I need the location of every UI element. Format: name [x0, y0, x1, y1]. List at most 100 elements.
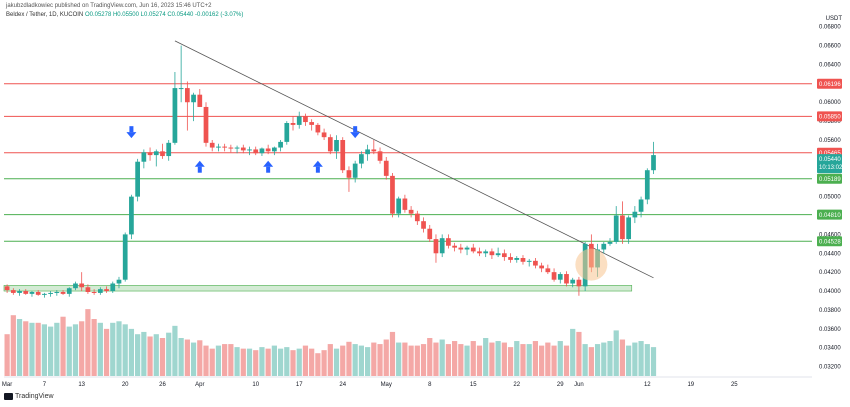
volume-bar	[296, 348, 302, 376]
candle-body	[60, 291, 66, 294]
candle-body	[104, 289, 109, 292]
volume-bar	[439, 339, 445, 376]
tradingview-logo: TradingView	[4, 393, 54, 400]
volume-bar	[545, 342, 551, 376]
time-tick-label: 15	[470, 382, 477, 388]
level-label: 0.05189	[819, 177, 841, 183]
volume-bar	[644, 344, 650, 376]
price-tick-label: 0.03200	[819, 365, 841, 371]
last-price-bg	[817, 154, 842, 174]
candle-body	[383, 160, 389, 176]
time-tick-label: 22	[513, 382, 520, 388]
volume-bar	[632, 342, 638, 376]
volume-bar	[16, 319, 23, 376]
candle-body	[191, 94, 196, 103]
price-tick-label: 0.06000	[819, 100, 841, 106]
time-tick-label: Apr	[195, 382, 204, 388]
candle-body	[371, 149, 377, 152]
volume-bar	[215, 345, 222, 376]
volume-bar	[539, 345, 545, 376]
price-tick-label: 0.06800	[819, 25, 841, 31]
candle-body	[265, 148, 271, 152]
volume-bar	[389, 331, 396, 376]
volume-bar	[464, 345, 470, 376]
volume-bar	[650, 347, 657, 376]
price-tick-label: 0.03400	[819, 346, 841, 352]
candle-body	[91, 291, 97, 293]
volume-bar	[35, 322, 41, 376]
volume-bar	[253, 350, 259, 376]
volume-bar	[619, 339, 626, 376]
time-tick-label: 20	[122, 382, 129, 388]
highlight-circle	[575, 248, 608, 281]
candle-body	[97, 289, 103, 293]
candle-body	[613, 215, 619, 242]
candle-body	[178, 88, 184, 90]
candle-body	[160, 151, 165, 157]
volume-bar	[594, 344, 601, 376]
volume-bar	[414, 345, 420, 376]
volume-bar	[352, 344, 358, 376]
candle-body	[315, 124, 321, 133]
volume-bar	[79, 321, 85, 376]
candle-body	[365, 149, 370, 155]
candle-body	[259, 148, 265, 154]
price-tick-label: 0.05800	[819, 119, 841, 125]
tradingview-logo-text: TradingView	[15, 393, 54, 400]
candle-body	[216, 146, 221, 148]
candle-body	[66, 288, 72, 294]
volume-bar	[91, 319, 97, 376]
candle-body	[644, 170, 650, 200]
price-tick-label: 0.04200	[819, 270, 841, 276]
candle-body	[172, 88, 178, 143]
volume-bar	[476, 345, 483, 376]
candle-body	[439, 238, 445, 254]
candle-body	[42, 293, 47, 295]
volume-bar	[364, 347, 371, 376]
candle-body	[166, 142, 172, 157]
arrow-shaft	[353, 126, 358, 133]
volume-bar	[284, 347, 290, 376]
candle-body	[377, 151, 383, 161]
candle-body	[327, 137, 333, 152]
time-tick-label: 25	[731, 382, 738, 388]
candle-body	[147, 152, 153, 156]
volume-bar	[54, 322, 60, 376]
candle-body	[153, 151, 159, 156]
candle-body	[408, 209, 414, 214]
level-label-bg	[817, 111, 842, 122]
ohlc-readout: O0.05278 H0.05500 L0.05274 C0.05440 -0.0…	[84, 12, 244, 18]
candle-body	[638, 199, 644, 212]
candle-body	[477, 251, 482, 254]
volume-bar	[452, 341, 458, 376]
volume-bar	[122, 324, 128, 376]
candle-body	[632, 211, 638, 218]
candle-body	[85, 287, 91, 292]
volume-bar	[265, 348, 271, 376]
volume-bar	[240, 348, 246, 376]
candle-body	[29, 291, 35, 294]
candle-body	[557, 274, 563, 280]
candle-body	[23, 291, 29, 294]
time-tick-label: 8	[428, 382, 432, 388]
volume-bar	[29, 322, 35, 376]
candle-body	[570, 279, 576, 284]
candle-body	[514, 258, 520, 260]
candle-body	[247, 149, 252, 151]
volume-bar	[246, 348, 253, 376]
arrow-shaft	[315, 166, 320, 173]
volume-bar	[103, 328, 110, 376]
volume-bar	[135, 334, 141, 376]
volume-bar	[514, 341, 520, 376]
volume-bar	[638, 341, 644, 376]
candle-body	[10, 290, 16, 293]
candle-body	[73, 283, 78, 289]
arrow-up-icon	[312, 160, 323, 173]
candle-body	[470, 247, 476, 252]
volume-bar	[178, 338, 184, 376]
price-tick-label: 0.03800	[819, 308, 841, 314]
candle-body	[79, 283, 85, 288]
candle-body	[396, 198, 402, 214]
level-label: 0.05465	[819, 151, 841, 157]
